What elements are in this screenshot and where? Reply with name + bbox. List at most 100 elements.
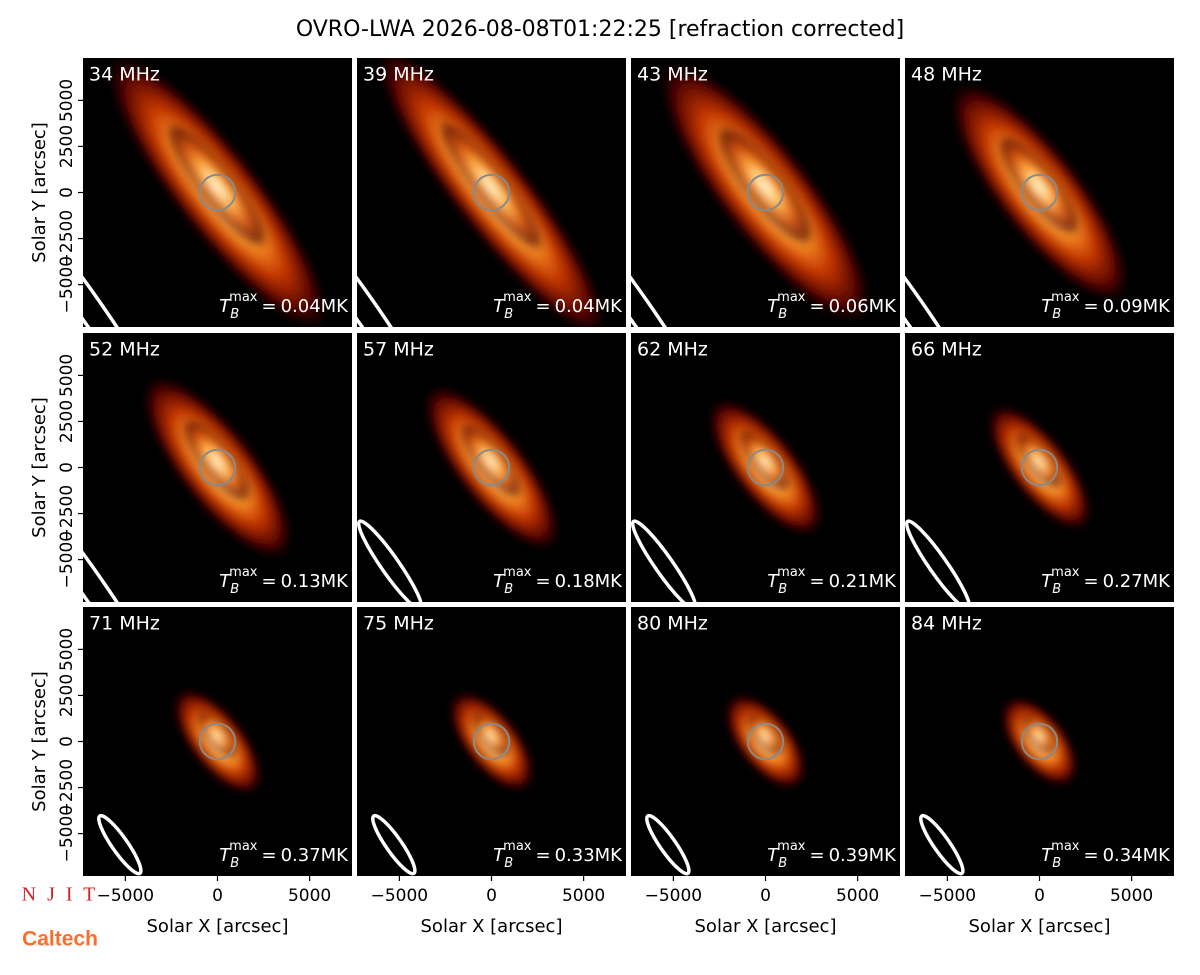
beam xyxy=(631,206,708,327)
x-tick-label: −5000 xyxy=(371,886,429,906)
tb-symbol: T xyxy=(219,845,232,866)
frequency-label: 75 MHz xyxy=(363,613,434,635)
tb-eq: = xyxy=(261,845,276,866)
tb-eq: = xyxy=(535,845,550,866)
tb-sub: B xyxy=(778,856,787,871)
tb-value: 0.13MK xyxy=(281,571,350,592)
solar-disk xyxy=(746,448,785,487)
tb-eq: = xyxy=(809,296,824,317)
tb-max-label: TBmax = 0.34MK xyxy=(1041,839,1171,871)
tb-sup: max xyxy=(229,290,258,305)
solar-disk xyxy=(472,173,511,212)
logo-njit: N J I T xyxy=(22,884,99,906)
solar-disk xyxy=(746,722,785,761)
x-tick-label: 5000 xyxy=(836,886,879,906)
y-tick-label: 5000 xyxy=(57,354,77,397)
y-tick-label: 0 xyxy=(57,736,77,747)
panel xyxy=(357,607,626,876)
tb-sub: B xyxy=(230,856,239,871)
tb-value: 0.04MK xyxy=(555,296,624,317)
tb-max-label: TBmax = 0.13MK xyxy=(219,565,349,597)
emission-core xyxy=(459,422,523,499)
panel xyxy=(631,607,900,876)
y-tick-label: −2500 xyxy=(57,759,77,817)
tb-symbol: T xyxy=(219,296,232,317)
frequency-label: 57 MHz xyxy=(363,339,434,361)
tb-sub: B xyxy=(778,307,787,322)
frequency-label: 39 MHz xyxy=(363,64,434,86)
tb-sub: B xyxy=(778,582,787,597)
tb-symbol: T xyxy=(767,296,780,317)
emission-core xyxy=(1015,431,1063,489)
emission-core xyxy=(738,428,792,492)
beam xyxy=(919,813,965,876)
x-tick-label: 0 xyxy=(1034,886,1045,906)
tb-max-label: TBmax = 0.39MK xyxy=(767,839,897,871)
tb-eq: = xyxy=(1083,296,1098,317)
beam xyxy=(631,519,698,602)
beam xyxy=(357,519,424,602)
solar-disk xyxy=(472,448,511,487)
solar-disk xyxy=(1020,173,1059,212)
panel xyxy=(905,607,1174,876)
tb-sub: B xyxy=(504,582,513,597)
tb-value: 0.34MK xyxy=(1103,845,1172,866)
x-axis-label: Solar X [arcsec] xyxy=(969,916,1111,937)
tb-eq: = xyxy=(809,571,824,592)
emission-core xyxy=(196,710,238,759)
tb-eq: = xyxy=(535,571,550,592)
y-tick-label: 0 xyxy=(57,187,77,198)
tb-sup: max xyxy=(503,839,532,854)
y-axis-label: Solar Y [arcsec] xyxy=(29,671,50,812)
tb-max-label: TBmax = 0.18MK xyxy=(493,565,623,597)
tb-sup: max xyxy=(777,839,806,854)
figure-title: OVRO-LWA 2026-08-08T01:22:25 [refraction… xyxy=(296,17,904,42)
tb-eq: = xyxy=(535,296,550,317)
frequency-label: 43 MHz xyxy=(637,64,708,86)
y-tick-label: 2500 xyxy=(57,400,77,443)
tb-max-label: TBmax = 0.27MK xyxy=(1041,565,1171,597)
panel xyxy=(83,58,352,327)
tb-sub: B xyxy=(1052,856,1061,871)
tb-sub: B xyxy=(1052,307,1061,322)
emission-core xyxy=(438,119,544,252)
y-tick-label: 5000 xyxy=(57,79,77,122)
tb-sub: B xyxy=(504,307,513,322)
x-tick-label: 0 xyxy=(760,886,771,906)
tb-sup: max xyxy=(777,290,806,305)
tb-value: 0.06MK xyxy=(829,296,898,317)
tb-sub: B xyxy=(1052,582,1061,597)
tb-value: 0.21MK xyxy=(829,571,898,592)
tb-sup: max xyxy=(777,565,806,580)
x-axis-label: Solar X [arcsec] xyxy=(147,916,289,937)
solar-disk xyxy=(1020,722,1059,761)
tb-eq: = xyxy=(809,845,824,866)
tb-symbol: T xyxy=(1041,296,1054,317)
tb-symbol: T xyxy=(767,571,780,592)
beam xyxy=(97,813,143,876)
frequency-label: 66 MHz xyxy=(911,339,982,361)
beam xyxy=(645,813,691,876)
y-tick-label: −2500 xyxy=(57,210,77,268)
tb-value: 0.09MK xyxy=(1103,296,1172,317)
tb-sub: B xyxy=(230,307,239,322)
tb-sup: max xyxy=(1051,839,1080,854)
tb-sup: max xyxy=(1051,290,1080,305)
tb-max-label: TBmax = 0.33MK xyxy=(493,839,623,871)
panel xyxy=(631,333,900,602)
tb-value: 0.39MK xyxy=(829,845,898,866)
x-tick-label: 5000 xyxy=(1110,886,1153,906)
y-axis-label: Solar Y [arcsec] xyxy=(29,397,50,538)
tb-value: 0.18MK xyxy=(555,571,624,592)
tb-symbol: T xyxy=(767,845,780,866)
tb-sup: max xyxy=(1051,565,1080,580)
emission-core xyxy=(166,122,268,249)
panel xyxy=(905,58,1174,327)
x-tick-label: 5000 xyxy=(562,886,605,906)
x-tick-label: 0 xyxy=(486,886,497,906)
tb-symbol: T xyxy=(1041,571,1054,592)
emission-core xyxy=(1021,713,1057,755)
tb-eq: = xyxy=(261,296,276,317)
tb-max-label: TBmax = 0.06MK xyxy=(767,290,897,322)
y-tick-label: 0 xyxy=(57,462,77,473)
